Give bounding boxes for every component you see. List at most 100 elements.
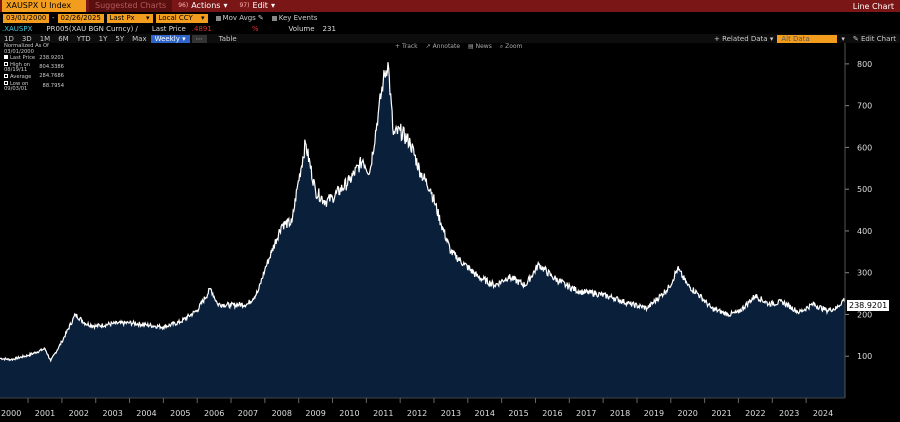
x-tick-label: 2024 <box>813 409 833 418</box>
legend-label: High on 08/19/11 <box>4 61 31 74</box>
x-tick-label: 2021 <box>711 409 731 418</box>
zoom-tool[interactable]: ⌕ Zoom <box>499 43 523 50</box>
edit-chart-label: Edit Chart <box>860 34 896 43</box>
series-area <box>0 62 845 398</box>
pencil-icon: ✎ <box>852 34 859 43</box>
period-3d[interactable]: 3D <box>21 34 32 43</box>
volume-value: 231 <box>322 24 336 33</box>
frequency-select[interactable]: Weekly ▾ <box>150 34 190 43</box>
period-5y[interactable]: 5Y <box>115 34 125 43</box>
legend-row-average: Average 284.7686 <box>4 74 64 81</box>
track-tool[interactable]: + Track <box>395 43 418 50</box>
x-tick-label: 2012 <box>407 409 427 418</box>
chart-tools: + Track ↗ Annotate ▤ News ⌕ Zoom <box>395 43 522 51</box>
ticker-field[interactable]: XAUSPX U Index <box>2 0 86 12</box>
chart-legend[interactable]: Normalized As Of 03/01/2000 Last Price 2… <box>4 43 64 93</box>
y-axis: 100 200 300 400 500 600 700 800 <box>844 43 872 398</box>
chevron-down-icon: ▾ <box>201 13 205 22</box>
legend-label: Low on 09/03/01 <box>4 80 29 93</box>
zoom-label: Zoom <box>505 43 523 50</box>
key-events-toggle[interactable]: Key Events <box>271 14 318 22</box>
price-field-select[interactable]: Last Px ▾ <box>106 13 153 23</box>
alt-data-dropdown[interactable]: ▾ <box>841 34 845 43</box>
x-tick-label: 2016 <box>542 409 562 418</box>
x-tick-label: 2004 <box>136 409 156 418</box>
chevron-down-icon: ▾ <box>182 34 186 43</box>
mov-avgs-toggle[interactable]: Mov Avgs ✎ <box>215 14 264 22</box>
y-tick-label: 700 <box>857 102 872 111</box>
date-separator: - <box>52 14 55 22</box>
chevron-down-icon: ▾ <box>223 1 228 10</box>
key-events-label: Key Events <box>278 14 318 22</box>
track-label: Track <box>401 43 418 50</box>
period-1y[interactable]: 1Y <box>98 34 108 43</box>
edit-label: Edit <box>252 1 268 10</box>
x-tick-label: 2020 <box>678 409 698 418</box>
x-tick-label: 2009 <box>305 409 325 418</box>
suggested-charts-label: Suggested Charts <box>95 1 167 10</box>
y-tick-label: 600 <box>857 143 872 152</box>
end-date-field[interactable]: 02/26/2025 <box>57 13 104 23</box>
related-data-button[interactable]: + Related Data ▾ <box>710 35 777 43</box>
period-1d[interactable]: 1D <box>4 34 14 43</box>
x-tick-label: 2019 <box>644 409 664 418</box>
x-tick-label: 2023 <box>779 409 799 418</box>
last-price-value: .4891 <box>191 24 212 33</box>
mov-avgs-label: Mov Avgs <box>222 14 256 22</box>
checkbox-icon <box>215 15 221 21</box>
currency-select[interactable]: Local CCY ▾ <box>155 13 208 23</box>
edit-number: 97) <box>239 2 250 9</box>
y-tick-label: 400 <box>857 227 872 236</box>
x-tick-label: 2014 <box>475 409 495 418</box>
table-button[interactable]: Table <box>218 34 237 43</box>
x-tick-label: 2006 <box>204 409 224 418</box>
news-tool[interactable]: ▤ News <box>468 43 492 50</box>
chevron-down-icon: ▾ <box>769 34 774 43</box>
x-tick-label: 2008 <box>272 409 292 418</box>
legend-label: Average <box>10 73 32 80</box>
currency-label: Local CCY <box>158 13 193 22</box>
checkbox-icon <box>271 15 277 21</box>
start-date-field[interactable]: 03/01/2000 <box>3 13 49 23</box>
chart-type-label: Line Chart <box>852 1 894 11</box>
volume-label: Volume <box>288 24 315 33</box>
plus-icon: + <box>713 34 720 43</box>
annotate-tool[interactable]: ↗ Annotate <box>425 43 461 50</box>
pencil-icon[interactable]: ✎ <box>257 14 264 22</box>
alt-data-field[interactable]: Alt Data <box>777 34 838 43</box>
period-max[interactable]: Max <box>132 34 147 43</box>
legend-row-low: Low on 09/03/01 88.7954 <box>4 80 64 93</box>
edit-chart-button[interactable]: ✎ Edit Chart <box>849 35 900 43</box>
legend-header: Normalized As Of 03/01/2000 <box>4 43 49 55</box>
suggested-charts-button[interactable]: Suggested Charts <box>89 0 173 12</box>
legend-value: 284.7686 <box>39 73 64 80</box>
x-tick-label: 2015 <box>508 409 528 418</box>
frequency-label: Weekly <box>154 34 180 43</box>
actions-menu[interactable]: 96) Actions ▾ <box>172 0 233 12</box>
last-price-label: Last Price <box>151 24 186 33</box>
period-ytd[interactable]: YTD <box>76 34 91 43</box>
period-1m[interactable]: 1M <box>39 34 51 43</box>
actions-number: 96) <box>178 2 189 9</box>
x-tick-label: 2010 <box>339 409 359 418</box>
x-tick-label: 2013 <box>441 409 461 418</box>
percent-label: % <box>251 24 259 33</box>
x-tick-label: 2007 <box>238 409 258 418</box>
chevron-down-icon: ▾ <box>146 13 150 22</box>
legend-value: 804.3386 <box>39 64 64 71</box>
x-tick-label: 2017 <box>576 409 596 418</box>
series-line <box>0 62 846 363</box>
actions-label: Actions <box>191 1 221 10</box>
options-button[interactable]: ⋯ <box>191 34 207 43</box>
y-tick-label: 300 <box>857 269 872 278</box>
y-tick-label: 200 <box>857 310 872 319</box>
security-description: PR005(XAU BGN Curncy) / <box>46 24 138 33</box>
period-6m[interactable]: 6M <box>58 34 69 43</box>
y-tick-label: 500 <box>857 185 872 194</box>
x-tick-label: 2000 <box>1 409 21 418</box>
chevron-down-icon: ▾ <box>270 1 275 10</box>
security-row: .XAUSPX PR005(XAU BGN Curncy) / Last Pri… <box>0 24 900 33</box>
legend-value: 88.7954 <box>42 82 64 89</box>
edit-menu[interactable]: 97) Edit ▾ <box>233 0 281 12</box>
